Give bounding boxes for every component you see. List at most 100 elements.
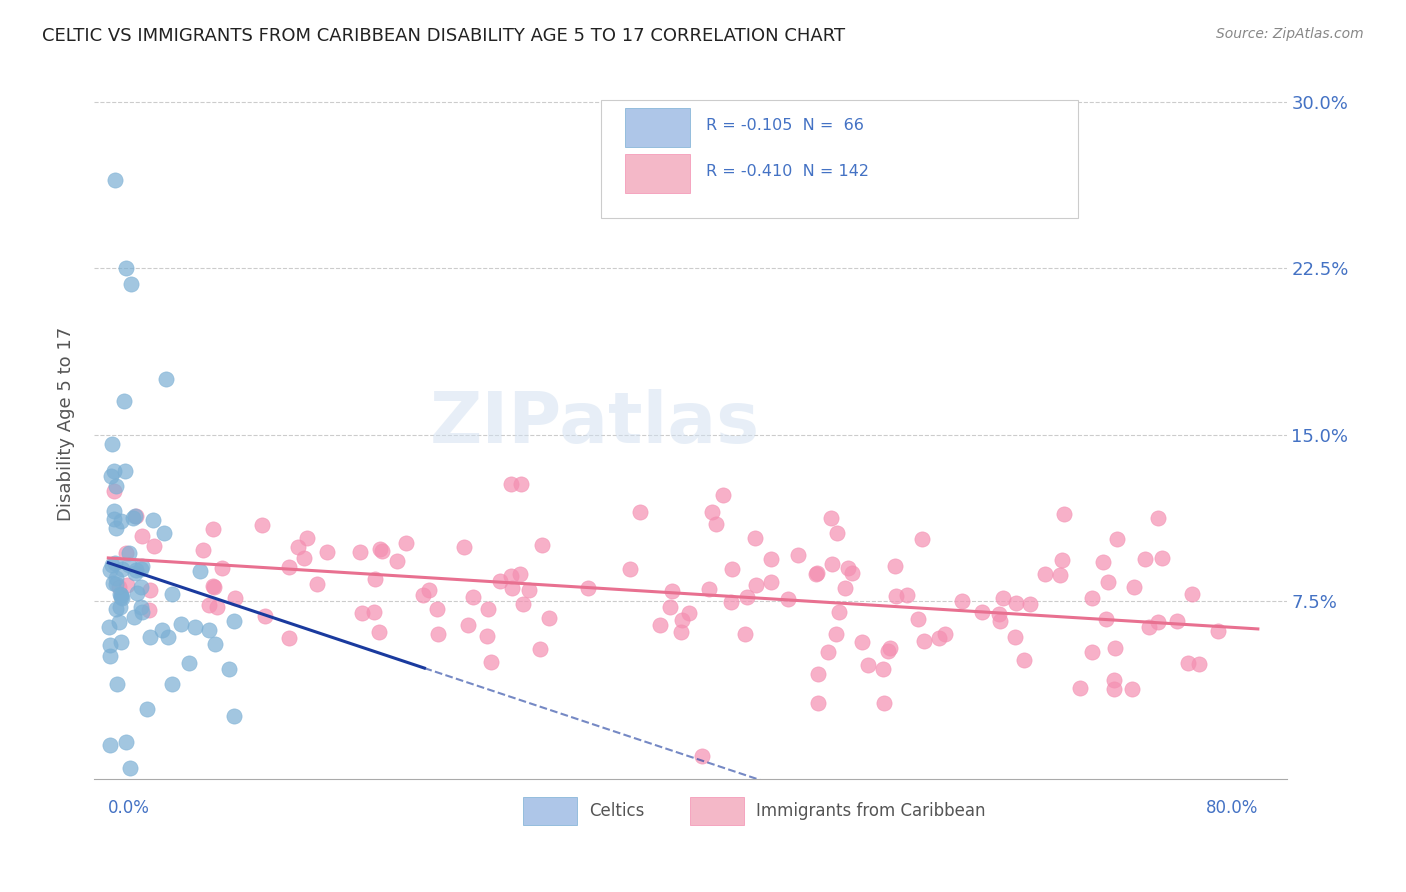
Point <box>138 630 160 644</box>
Point <box>104 602 127 616</box>
Point <box>834 581 856 595</box>
Point <box>150 623 173 637</box>
Point <box>856 658 879 673</box>
Point <box>509 477 531 491</box>
Point <box>110 514 132 528</box>
Point <box>825 626 848 640</box>
Point <box>720 595 742 609</box>
Point <box>690 749 713 764</box>
Text: ZIPatlas: ZIPatlas <box>430 389 759 458</box>
Point <box>1133 551 1156 566</box>
Point <box>825 525 848 540</box>
Point <box>114 546 136 560</box>
Point <box>499 476 522 491</box>
Point <box>872 662 894 676</box>
Point <box>1121 681 1143 696</box>
Point <box>108 587 131 601</box>
Point <box>1102 681 1125 696</box>
Point <box>697 582 720 597</box>
Point <box>1005 596 1028 610</box>
Point <box>368 624 391 639</box>
Point <box>202 522 225 536</box>
Point <box>735 590 758 604</box>
Point <box>114 261 136 276</box>
Point <box>224 614 246 628</box>
Point <box>278 560 301 574</box>
Point <box>1097 575 1119 590</box>
Point <box>475 629 498 643</box>
Point <box>1091 555 1114 569</box>
Point <box>934 627 956 641</box>
Point <box>509 566 531 581</box>
Point <box>501 581 523 595</box>
Point <box>877 644 900 658</box>
Point <box>108 599 131 614</box>
Point <box>115 578 138 592</box>
Text: 0.0%: 0.0% <box>108 798 150 817</box>
Point <box>412 588 434 602</box>
Point <box>191 543 214 558</box>
Point <box>363 572 385 586</box>
Point <box>363 605 385 619</box>
Bar <box>624 153 690 193</box>
Text: CELTIC VS IMMIGRANTS FROM CARIBBEAN DISABILITY AGE 5 TO 17 CORRELATION CHART: CELTIC VS IMMIGRANTS FROM CARIBBEAN DISA… <box>42 27 845 45</box>
Point <box>114 464 136 478</box>
Point <box>316 545 339 559</box>
Point <box>776 592 799 607</box>
Point <box>911 532 934 546</box>
Point <box>745 578 768 592</box>
Point <box>349 545 371 559</box>
Text: Immigrants from Caribbean: Immigrants from Caribbean <box>756 802 986 820</box>
Point <box>1080 591 1102 605</box>
Point <box>100 468 122 483</box>
Point <box>841 566 863 581</box>
Point <box>972 605 994 619</box>
Point <box>488 574 510 589</box>
Point <box>120 277 142 291</box>
Point <box>479 655 502 669</box>
Point <box>101 558 124 573</box>
Point <box>477 601 499 615</box>
Text: Source: ZipAtlas.com: Source: ZipAtlas.com <box>1216 27 1364 41</box>
Point <box>179 656 201 670</box>
Point <box>105 571 128 585</box>
Point <box>873 696 896 710</box>
Point <box>671 625 693 640</box>
Point <box>131 559 153 574</box>
Point <box>820 511 842 525</box>
Point <box>896 588 918 602</box>
Point <box>131 529 153 543</box>
Point <box>914 634 936 648</box>
Point <box>517 583 540 598</box>
Point <box>1019 597 1042 611</box>
Point <box>418 582 440 597</box>
Point <box>371 544 394 558</box>
Point <box>1177 656 1199 670</box>
Point <box>117 558 139 572</box>
Point <box>100 437 122 451</box>
Point <box>706 516 728 531</box>
Point <box>98 563 121 577</box>
Point <box>222 709 245 723</box>
Point <box>461 590 484 604</box>
Point <box>110 588 132 602</box>
Point <box>138 603 160 617</box>
Point <box>650 617 672 632</box>
Bar <box>690 797 744 825</box>
Point <box>804 566 827 581</box>
Point <box>125 586 148 600</box>
Point <box>105 677 128 691</box>
Point <box>198 599 221 613</box>
Point <box>211 561 233 575</box>
Y-axis label: Disability Age 5 to 17: Disability Age 5 to 17 <box>58 326 75 521</box>
Point <box>98 738 121 752</box>
Point <box>807 666 830 681</box>
Point <box>104 479 127 493</box>
Point <box>512 597 534 611</box>
Point <box>104 556 127 570</box>
Point <box>124 508 146 523</box>
Point <box>307 577 329 591</box>
Point <box>786 548 808 562</box>
Point <box>1012 653 1035 667</box>
Point <box>678 606 700 620</box>
